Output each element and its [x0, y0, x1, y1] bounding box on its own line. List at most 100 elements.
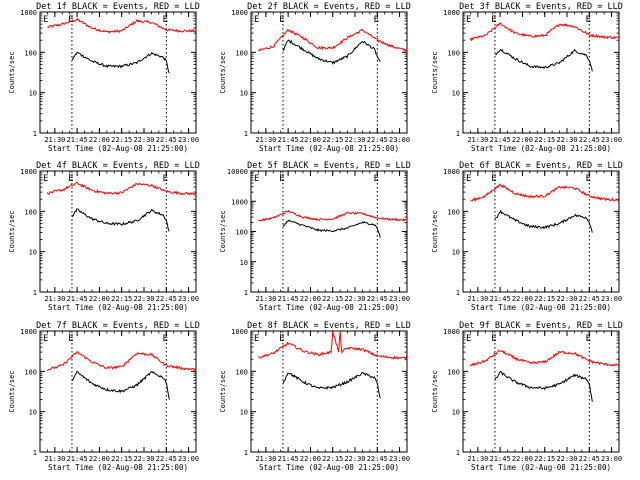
- events-series-line: [494, 209, 593, 233]
- time-marker-label: E: [254, 174, 259, 184]
- y-tick-label: 1: [33, 130, 37, 138]
- x-tick-label: 22:00: [89, 455, 110, 463]
- x-tick-label: 23:00: [178, 136, 199, 144]
- x-tick-label: 22:30: [556, 295, 577, 303]
- plot-frame: [250, 170, 408, 293]
- x-tick-label: 22:30: [344, 136, 365, 144]
- x-tick-label: 23:00: [601, 295, 622, 303]
- x-tick-label: 23:00: [601, 136, 622, 144]
- chart-title: Det 9f BLACK = Events, RED = LLD: [459, 321, 623, 331]
- time-marker-label: E: [68, 334, 73, 344]
- x-tick-label: 21:45: [490, 455, 511, 463]
- y-tick-label: 1000: [20, 328, 37, 336]
- chart-panel-6: Det 6f BLACK = Events, RED = LLD 1 10 100 10…: [431, 161, 623, 312]
- x-tick-label: 22:15: [534, 295, 555, 303]
- time-marker-label: E: [68, 15, 73, 25]
- chart-title: Det 8f BLACK = Events, RED = LLD: [247, 321, 411, 331]
- time-marker-label: E: [254, 334, 259, 344]
- time-marker-label: E: [466, 174, 471, 184]
- time-marker-label: E: [586, 334, 591, 344]
- time-marker-label: E: [491, 15, 496, 25]
- y-tick-label: 100: [447, 208, 460, 216]
- time-marker-label: E: [163, 174, 168, 184]
- x-tick-label: 22:45: [579, 455, 600, 463]
- events-series-line: [71, 51, 170, 74]
- y-tick-label: 1000: [20, 9, 37, 17]
- time-marker-label: E: [586, 174, 591, 184]
- x-tick-label: 22:45: [367, 136, 388, 144]
- x-tick-label: 22:15: [322, 136, 343, 144]
- x-tick-label: 22:15: [111, 295, 132, 303]
- events-series-line: [282, 371, 381, 399]
- y-tick-label: 1: [456, 289, 460, 297]
- y-axis-label: Counts/sec: [8, 210, 16, 252]
- time-marker-label: E: [586, 15, 591, 25]
- chart-title: Det 5f BLACK = Events, RED = LLD: [247, 161, 411, 171]
- y-tick-label: 1: [244, 449, 248, 457]
- y-tick-label: 1000: [231, 9, 248, 17]
- x-tick-label: 22:30: [133, 455, 154, 463]
- y-tick-label: 10: [452, 409, 460, 417]
- y-tick-label: 1: [456, 449, 460, 457]
- x-axis-label: Start Time (02-Aug-08 21:25:00): [471, 144, 611, 153]
- x-tick-label: 22:30: [133, 295, 154, 303]
- y-tick-label: 1000: [231, 328, 248, 336]
- x-tick-label: 23:00: [389, 455, 410, 463]
- chart-panel-4: Det 4f BLACK = Events, RED = LLD 1 10 100 10…: [8, 161, 200, 312]
- x-tick-label: 23:00: [601, 455, 622, 463]
- y-tick-label: 100: [24, 368, 37, 376]
- chart-title: Det 1f BLACK = Events, RED = LLD: [36, 2, 200, 12]
- time-marker-label: E: [491, 174, 496, 184]
- chart-panel-5: Det 5f BLACK = Events, RED = LLD 1 10 100 10…: [219, 161, 411, 312]
- time-marker-label: E: [279, 174, 284, 184]
- x-tick-label: 23:00: [389, 295, 410, 303]
- y-axis-label: Counts/sec: [219, 51, 227, 93]
- y-tick-label: 100: [235, 229, 248, 237]
- lld-series-line: [47, 17, 197, 35]
- time-marker-label: E: [163, 334, 168, 344]
- y-axis-label: Counts/sec: [219, 370, 227, 412]
- y-tick-label: 10: [29, 409, 37, 417]
- time-marker-label: E: [279, 15, 284, 25]
- y-axis-label: Counts/sec: [8, 51, 16, 93]
- x-axis-label: Start Time (02-Aug-08 21:25:00): [259, 303, 399, 312]
- time-marker-label: E: [491, 334, 496, 344]
- chart-title: Det 2f BLACK = Events, RED = LLD: [247, 2, 411, 12]
- lld-series-line: [47, 351, 196, 372]
- plot-frame: [462, 11, 620, 134]
- x-tick-label: 22:45: [579, 295, 600, 303]
- y-tick-label: 1: [244, 130, 248, 138]
- lld-series-line: [470, 183, 620, 202]
- chart-panel-2: Det 2f BLACK = Events, RED = LLD 1 10 100 10…: [219, 2, 411, 153]
- x-tick-label: 22:00: [300, 136, 321, 144]
- chart-title: Det 3f BLACK = Events, RED = LLD: [459, 2, 623, 12]
- y-tick-label: 1000: [231, 198, 248, 206]
- y-tick-label: 100: [447, 368, 460, 376]
- x-tick-label: 21:45: [278, 295, 299, 303]
- x-tick-label: 21:30: [255, 136, 276, 144]
- plot-frame: [250, 330, 408, 453]
- x-tick-label: 21:30: [44, 295, 65, 303]
- x-tick-label: 22:00: [512, 295, 533, 303]
- y-tick-label: 1000: [443, 168, 460, 176]
- x-tick-label: 22:45: [579, 136, 600, 144]
- time-marker-label: E: [43, 174, 48, 184]
- time-marker-label: E: [279, 334, 284, 344]
- chart-title: Det 7f BLACK = Events, RED = LLD: [36, 321, 200, 331]
- plot-frame: [462, 170, 620, 293]
- x-tick-label: 22:30: [556, 136, 577, 144]
- y-tick-label: 10000: [227, 168, 248, 176]
- x-tick-label: 22:30: [133, 136, 154, 144]
- y-tick-label: 1: [33, 449, 37, 457]
- x-tick-label: 21:30: [467, 136, 488, 144]
- y-tick-label: 1: [244, 289, 248, 297]
- y-tick-label: 1: [33, 289, 37, 297]
- time-marker-label: E: [43, 15, 48, 25]
- time-marker-label: E: [68, 174, 73, 184]
- y-tick-label: 1000: [443, 328, 460, 336]
- lld-series-line: [258, 209, 408, 222]
- x-tick-label: 22:45: [367, 295, 388, 303]
- time-marker-label: E: [466, 15, 471, 25]
- x-axis-label: Start Time (02-Aug-08 21:25:00): [48, 463, 188, 472]
- x-axis-label: Start Time (02-Aug-08 21:25:00): [259, 463, 399, 472]
